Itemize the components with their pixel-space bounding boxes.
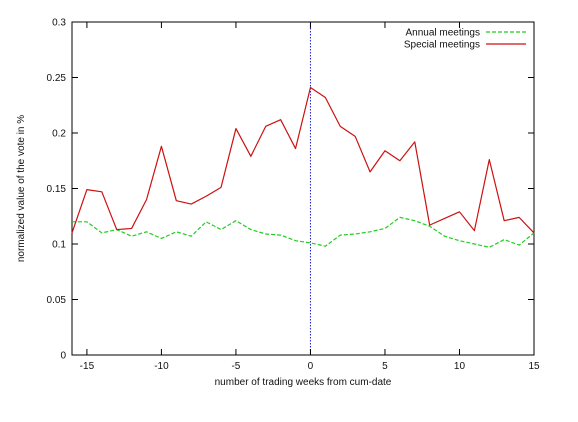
series-line-special-meetings	[71, 86, 535, 234]
y-tick-label: 0	[60, 351, 66, 362]
x-axis-title: number of trading weeks from cum-date	[215, 377, 392, 388]
plot-layer	[71, 21, 535, 356]
y-tick-label: 0.3	[52, 18, 66, 29]
y-tick-label: 0.2	[52, 129, 66, 140]
y-tick-label: 0.25	[47, 73, 67, 84]
x-tick-label: 10	[454, 361, 466, 372]
series-line-annual-meetings	[72, 216, 535, 248]
legend-label: Annual meetings	[406, 28, 481, 39]
x-tick-label: -10	[154, 361, 169, 372]
y-tick-label: 0.1	[52, 240, 66, 251]
y-tick-label: 0.05	[47, 295, 67, 306]
x-tick-label: 15	[528, 361, 540, 372]
axis-layer: -15 -10 -5 0 5 10 15 0 0.05 0.1 0.15 0.2 0.25 0.3	[47, 18, 540, 373]
x-tick-label: -15	[80, 361, 95, 372]
legend-label: Special meetings	[404, 40, 480, 51]
y-tick-label: 0.15	[47, 184, 67, 195]
x-tick-label: -5	[231, 361, 240, 372]
series-layer	[71, 86, 535, 248]
plot-frame	[71, 21, 535, 356]
y-axis-title: normalized value of the vote in %	[16, 115, 27, 262]
x-tick-label: 5	[382, 361, 388, 372]
x-tick-label: 0	[308, 361, 314, 372]
